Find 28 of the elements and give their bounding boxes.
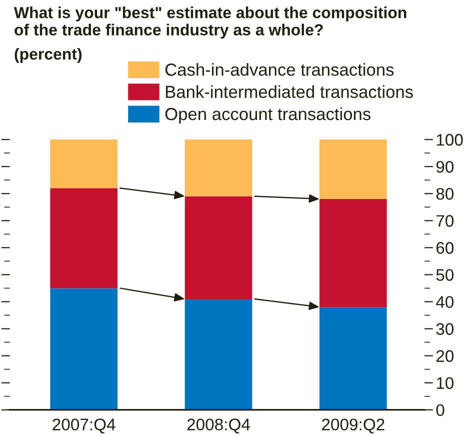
y-tick-label: 50: [436, 269, 454, 281]
chart-title: What is your "best" estimate about the composition of the trade finance industry as a whole?: [14, 6, 406, 39]
y-tick-label: 10: [436, 377, 454, 390]
x-tick-label: 2009:Q2: [322, 418, 384, 434]
y-tick-label: 30: [436, 323, 454, 335]
bar: [50, 188, 118, 288]
y-tick-label: 20: [436, 350, 454, 362]
bar: [319, 307, 387, 410]
bar: [184, 299, 252, 410]
bar: [184, 196, 252, 300]
chart-subtitle: (percent): [14, 48, 82, 63]
y-tick-label: 90: [436, 160, 454, 173]
bar: [319, 140, 387, 199]
y-tick-label: 100: [436, 134, 463, 146]
bar: [319, 198, 387, 308]
x-tick-label: 2008:Q4: [187, 418, 250, 434]
y-tick-label: 80: [436, 188, 454, 200]
bar: [50, 288, 118, 410]
legend-label: Bank-intermediated transactions: [166, 85, 413, 98]
y-tick-label: 70: [436, 215, 454, 227]
bar: [50, 140, 118, 188]
y-tick-label: 60: [436, 242, 454, 254]
legend-label: Cash-in-advance transactions: [165, 63, 394, 76]
y-tick-label: 40: [436, 296, 454, 308]
legend-label: Open account transactions: [165, 107, 370, 124]
bar: [184, 140, 252, 196]
x-tick-label: 2007:Q4: [52, 418, 116, 434]
y-tick-label: 0: [436, 404, 444, 416]
